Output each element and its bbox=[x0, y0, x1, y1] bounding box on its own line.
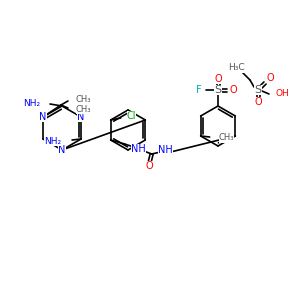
Text: CH₃: CH₃ bbox=[219, 134, 234, 142]
Text: NH: NH bbox=[131, 144, 146, 154]
Text: NH₂: NH₂ bbox=[44, 136, 61, 146]
Text: S: S bbox=[254, 85, 262, 95]
Text: NH: NH bbox=[158, 145, 173, 155]
Text: O: O bbox=[146, 161, 154, 171]
Text: CH₃: CH₃ bbox=[76, 95, 92, 104]
Text: O: O bbox=[229, 85, 237, 95]
Text: Cl: Cl bbox=[127, 111, 136, 121]
Text: N: N bbox=[77, 112, 85, 122]
Text: O: O bbox=[266, 73, 274, 83]
Text: F: F bbox=[196, 85, 202, 95]
Text: O: O bbox=[214, 74, 222, 84]
Text: N: N bbox=[39, 112, 46, 122]
Text: OH: OH bbox=[276, 89, 290, 98]
Text: NH₂: NH₂ bbox=[23, 100, 40, 109]
Text: N: N bbox=[58, 145, 66, 155]
Text: H₃C: H₃C bbox=[228, 64, 244, 73]
Text: CH₃: CH₃ bbox=[76, 104, 92, 113]
Text: S: S bbox=[214, 85, 222, 95]
Text: O: O bbox=[254, 97, 262, 107]
